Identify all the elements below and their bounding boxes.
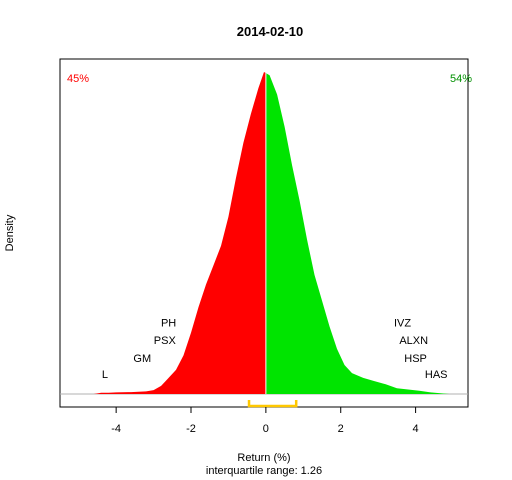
ticker-label: GM bbox=[133, 353, 151, 365]
negative-density-area bbox=[93, 72, 266, 394]
x-tick-label: 0 bbox=[263, 423, 269, 435]
ticker-label: HAS bbox=[425, 369, 448, 381]
negative-share-label: 45% bbox=[67, 73, 89, 85]
ticker-label: L bbox=[102, 369, 108, 381]
ticker-label: ALXN bbox=[399, 335, 428, 347]
ticker-label: PSX bbox=[154, 335, 177, 347]
x-tick-label: -4 bbox=[111, 423, 121, 435]
x-tick-label: -2 bbox=[186, 423, 196, 435]
x-tick-label: 2 bbox=[338, 423, 344, 435]
iqr-subtitle: interquartile range: 1.26 bbox=[206, 465, 322, 477]
positive-share-label: 54% bbox=[450, 73, 472, 85]
x-axis: -4 -2 0 2 4 bbox=[111, 407, 419, 435]
x-tick-label: 4 bbox=[413, 423, 419, 435]
iqr-bracket bbox=[247, 400, 298, 408]
chart-title: 2014-02-10 bbox=[237, 24, 304, 39]
ticker-label: PH bbox=[161, 317, 176, 329]
x-axis-label: Return (%) bbox=[237, 452, 290, 464]
ticker-label: IVZ bbox=[394, 317, 411, 329]
positive-density-area bbox=[265, 73, 450, 394]
y-axis-label: Density bbox=[4, 214, 16, 251]
ticker-label: HSP bbox=[404, 353, 427, 365]
